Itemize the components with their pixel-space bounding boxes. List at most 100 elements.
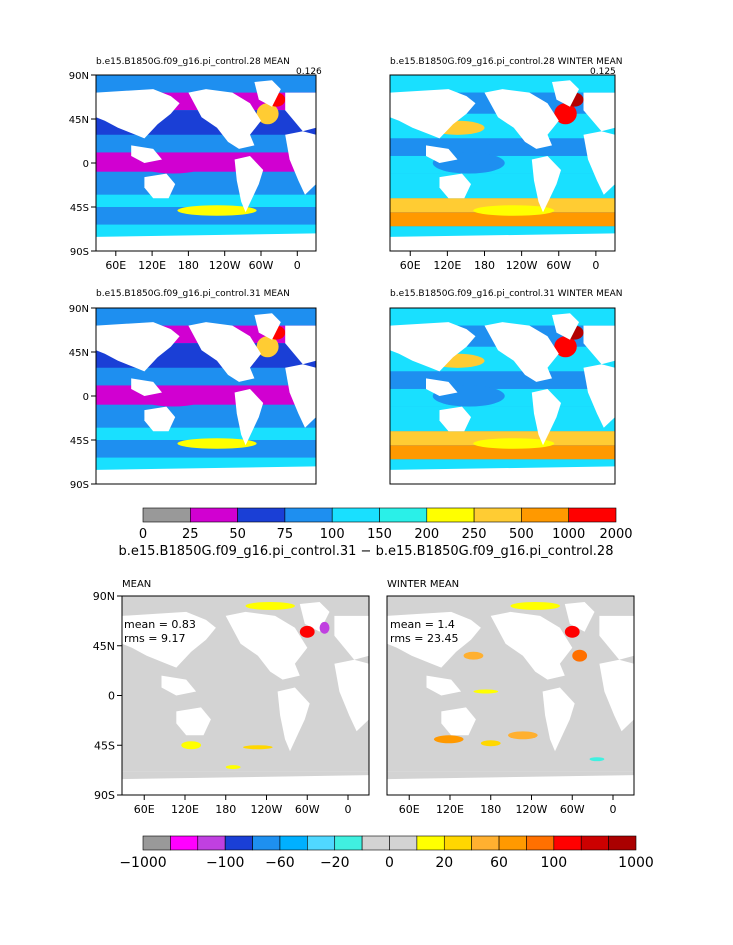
panel-1-xtick-4: 60W bbox=[249, 259, 274, 272]
panel-2-corner-label: 0.125 bbox=[590, 67, 616, 77]
panel-4-band-7 bbox=[390, 445, 615, 460]
colorbar2-swatch-16 bbox=[580, 835, 609, 851]
panel-1-land-8 bbox=[96, 233, 316, 251]
panel-5-land-5 bbox=[334, 659, 369, 732]
panel-5-land-6 bbox=[161, 675, 197, 696]
panel-6-map bbox=[387, 596, 634, 795]
panel-1-corner-label: 0.126 bbox=[296, 67, 322, 77]
panel-2-band-5 bbox=[390, 173, 615, 199]
panel-2-north-atlantic bbox=[554, 103, 577, 125]
panel-5-anomaly-4 bbox=[243, 745, 273, 750]
panel-6-axes: 60E 120E 180 120W 60W 0 bbox=[399, 795, 617, 816]
panel-1-band-5 bbox=[96, 171, 316, 195]
panel-2-xtick-5: 0 bbox=[592, 259, 599, 272]
panel-3-land-3 bbox=[96, 322, 180, 372]
panel-2-southern-band bbox=[473, 205, 555, 216]
panel-5-title: MEAN bbox=[122, 579, 151, 590]
panel-2-land-1 bbox=[552, 80, 579, 107]
colorbar1-label-6: 200 bbox=[414, 527, 439, 542]
panel-6-anomaly-1 bbox=[564, 625, 580, 638]
panel-1-ytick-2: 0 bbox=[83, 159, 89, 170]
panel-6-xtick-1: 120E bbox=[436, 803, 464, 816]
panel-6-land-0 bbox=[490, 611, 573, 680]
panel-6-xtick-0: 60E bbox=[399, 803, 420, 816]
colorbar1-swatch-3 bbox=[284, 507, 333, 523]
panel-3-land-5 bbox=[285, 364, 316, 428]
panel-3-ytick-0: 90N bbox=[69, 304, 89, 315]
colorbar2-swatch-11 bbox=[443, 835, 472, 851]
panel-3-land-8 bbox=[96, 466, 316, 484]
panel-5-anomaly-2 bbox=[319, 621, 330, 634]
panel-2-land-7 bbox=[439, 173, 471, 199]
panel-6-anomaly-3 bbox=[463, 651, 484, 660]
panel-5-ytick-0: 90N bbox=[93, 590, 115, 603]
colorbar1-swatch-9 bbox=[568, 507, 617, 523]
colorbar1-swatch-5 bbox=[379, 507, 428, 523]
panel-2-land-4 bbox=[583, 92, 615, 132]
panel-2-xtick-0: 60E bbox=[400, 259, 421, 272]
panel-6-anomaly-4 bbox=[473, 689, 499, 694]
colorbar1-label-2: 50 bbox=[229, 527, 246, 542]
panel-1-map bbox=[96, 75, 316, 251]
panel-6-xtick-5: 0 bbox=[610, 803, 617, 816]
colorbar1-swatch-1 bbox=[190, 507, 238, 523]
panel-6-anomaly-2 bbox=[572, 649, 588, 662]
panel-4-band-5 bbox=[390, 406, 615, 432]
panel-6-title: WINTER MEAN bbox=[387, 579, 459, 590]
panel-2-band-7 bbox=[390, 212, 615, 227]
panel-2-map bbox=[390, 75, 615, 251]
panel-5-land-3 bbox=[122, 611, 216, 668]
panel-1-ytick-1: 45N bbox=[69, 115, 89, 126]
colorbar2-label-0: −1000 bbox=[119, 855, 166, 871]
panel-3-land-0 bbox=[188, 322, 261, 382]
panel-2-land-6 bbox=[426, 145, 458, 163]
panel-6-frame bbox=[386, 595, 635, 796]
colorbar2-swatch-5 bbox=[279, 835, 308, 851]
panel-1-title: b.e15.B1850G.f09_g16.pi_control.28 MEAN bbox=[96, 57, 290, 67]
panel-2-xtick-3: 120W bbox=[506, 259, 538, 272]
panel-6-land-5 bbox=[599, 659, 634, 732]
colorbar2-swatch-17 bbox=[608, 835, 637, 851]
colorbar2-label-8: 1000 bbox=[618, 855, 654, 871]
panel-5-ytick-1: 45N bbox=[93, 640, 115, 653]
panel-2-xtick-2: 180 bbox=[474, 259, 495, 272]
panel-2-land-8 bbox=[390, 233, 615, 251]
panel-6-xtick-2: 180 bbox=[480, 803, 501, 816]
colorbar2-label-3: −20 bbox=[320, 855, 350, 871]
panel-2-title: b.e15.B1850G.f09_g16.pi_control.28 WINTE… bbox=[390, 57, 623, 67]
panel-4-land-7 bbox=[439, 406, 471, 432]
colorbar2-swatch-1 bbox=[170, 835, 199, 851]
panel-3-axes: 90N 45N 0 45S 90S bbox=[69, 304, 96, 491]
panel-3-land-4 bbox=[285, 325, 316, 365]
panel-5-map bbox=[122, 596, 369, 795]
colorbar2-swatch-8 bbox=[361, 835, 390, 851]
colorbar2-swatch-7 bbox=[334, 835, 363, 851]
panel-6-land-2 bbox=[542, 687, 575, 752]
panel-5-ytick-3: 45S bbox=[94, 739, 115, 752]
panel-5-ytick-2: 0 bbox=[108, 690, 115, 703]
panel-4-north-atlantic bbox=[554, 336, 577, 358]
panel-6-anomaly-7 bbox=[480, 740, 501, 747]
panel-1-xtick-5: 0 bbox=[294, 259, 301, 272]
panel-6-anomaly-0 bbox=[510, 601, 560, 610]
panel-6-land-4 bbox=[599, 615, 634, 660]
colorbar1-label-3: 75 bbox=[277, 527, 294, 542]
panel-1-xtick-2: 180 bbox=[178, 259, 199, 272]
panel-5-xtick-5: 0 bbox=[345, 803, 352, 816]
colorbar2-swatch-10 bbox=[416, 835, 445, 851]
panel-3-ytick-3: 45S bbox=[70, 436, 89, 447]
colorbar1-label-0: 0 bbox=[139, 527, 147, 542]
colorbar2-label-4: 0 bbox=[385, 855, 394, 871]
panel-3-ytick-1: 45N bbox=[69, 348, 89, 359]
panel-1-band-3 bbox=[96, 134, 316, 153]
panel-5-xtick-0: 60E bbox=[134, 803, 155, 816]
panel-5-anomaly-5 bbox=[225, 765, 241, 770]
panel-6-land-6 bbox=[426, 675, 462, 696]
colorbar1-swatch-0 bbox=[142, 507, 191, 523]
colorbar2-swatch-2 bbox=[197, 835, 226, 851]
panel-1-band-6 bbox=[96, 194, 316, 207]
panel-1-southern-band bbox=[177, 205, 257, 216]
panel-4-land-5 bbox=[583, 364, 615, 428]
panel-4-land-6 bbox=[426, 378, 458, 396]
